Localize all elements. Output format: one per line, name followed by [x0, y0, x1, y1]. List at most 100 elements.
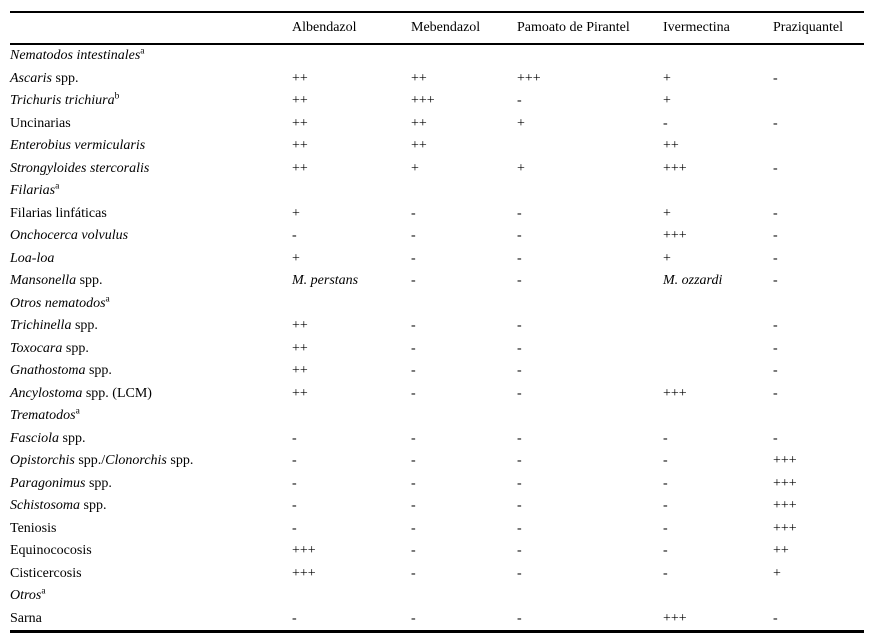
- row-label-part: spp.: [62, 340, 89, 356]
- cell-value: -: [773, 250, 778, 266]
- cell-value: -: [292, 498, 297, 514]
- row-label-part-italic: Ancylostoma: [10, 385, 83, 401]
- table-header: Albendazol Mebendazol Pamoato de Pirantel I…: [10, 12, 864, 44]
- cell-value: -: [773, 610, 778, 626]
- cell-value: +: [292, 205, 300, 221]
- cell-value: +++: [663, 610, 687, 626]
- row-label-part: spp. (LCM): [82, 385, 152, 401]
- table-row: Filarias linfáticas + - - + -: [10, 203, 864, 226]
- table-row: Strongyloides stercoralis ++ + + +++ -: [10, 158, 864, 181]
- row-label: Opistorchis spp./Clonorchis spp.: [10, 450, 292, 473]
- section-label: Filariasa: [10, 181, 60, 199]
- row-label-part: spp.: [71, 318, 98, 334]
- row-label-part: Teniosis: [10, 520, 57, 536]
- row-label: Loa-loa: [10, 248, 292, 271]
- cell-value: -: [517, 93, 522, 109]
- cell-value: ++: [411, 115, 427, 131]
- cell-value: ++: [773, 543, 789, 559]
- row-label: Gnathostoma spp.: [10, 360, 292, 383]
- cell-value: -: [517, 228, 522, 244]
- cell-value: +++: [663, 160, 687, 176]
- cell-value: ++: [292, 340, 308, 356]
- cell-value: -: [517, 520, 522, 536]
- cell-value: [517, 135, 663, 158]
- cell-value: [663, 360, 773, 383]
- footnote-marker: b: [114, 91, 120, 102]
- document-page: Albendazol Mebendazol Pamoato de Pirantel I…: [10, 11, 864, 633]
- footnote-marker: a: [105, 294, 110, 305]
- cell-value: -: [663, 430, 668, 446]
- table-row: Trichinella spp. ++ - - -: [10, 315, 864, 338]
- row-label-part: spp.: [166, 453, 194, 469]
- cell-value: -: [517, 205, 522, 221]
- row-label-part-italic: Schistosoma: [10, 498, 80, 514]
- cell-value: +: [517, 160, 525, 176]
- row-label: Sarna: [10, 608, 292, 632]
- column-header: Ivermectina: [663, 20, 730, 35]
- row-label-part-italic: Paragonimus: [10, 475, 86, 491]
- cell-value: +++: [773, 498, 797, 514]
- table-row: Ascaris spp. ++ ++ +++ + -: [10, 68, 864, 91]
- row-label-part: spp.: [76, 273, 103, 289]
- cell-value: ++: [292, 318, 308, 334]
- table-row: Onchocerca volvulus - - - +++ -: [10, 225, 864, 248]
- section-label: Otros nematodosa: [10, 294, 110, 311]
- cell-value: M. ozzardi: [663, 270, 773, 293]
- row-label: Toxocara spp.: [10, 338, 292, 361]
- row-label-part: Sarna: [10, 610, 42, 626]
- row-label-part-italic: Loa-loa: [10, 250, 55, 266]
- row-label-part: spp./: [74, 453, 106, 469]
- cell-value: -: [773, 430, 778, 446]
- cell-value: -: [663, 520, 668, 536]
- table-row: Fasciola spp. - - - - -: [10, 428, 864, 451]
- section-row: Otros nematodosa: [10, 293, 864, 316]
- cell-value: -: [773, 205, 778, 221]
- row-label: Mansonella spp.: [10, 270, 292, 293]
- row-label: Trichinella spp.: [10, 315, 292, 338]
- row-label-part-italic: Enterobius vermicularis: [10, 138, 146, 154]
- cell-value: ++: [292, 363, 308, 379]
- table-row: Schistosoma spp. - - - - +++: [10, 495, 864, 518]
- cell-value: -: [517, 543, 522, 559]
- cell-value: +: [773, 565, 781, 581]
- cell-value: -: [773, 363, 778, 379]
- cell-value: -: [411, 565, 416, 581]
- cell-value: -: [411, 520, 416, 536]
- section-label: Nematodos intestinalesa: [10, 46, 145, 64]
- cell-value: -: [292, 520, 297, 536]
- cell-value: -: [411, 228, 416, 244]
- cell-value: -: [517, 453, 522, 469]
- row-label-part: Uncinarias: [10, 115, 71, 131]
- row-label-part-italic: Onchocerca volvulus: [10, 228, 129, 244]
- row-label-part: Filarias linfáticas: [10, 205, 107, 221]
- section-label: Trematodosa: [10, 406, 80, 424]
- row-label: Uncinarias: [10, 113, 292, 136]
- table-row: Opistorchis spp./Clonorchis spp. - - - - +++: [10, 450, 864, 473]
- row-label: Equinococosis: [10, 540, 292, 563]
- row-label-part-italic: Ascaris: [10, 70, 52, 86]
- cell-value: -: [663, 543, 668, 559]
- cell-value: +: [663, 205, 671, 221]
- cell-value: [773, 135, 864, 158]
- cell-value: -: [411, 318, 416, 334]
- row-label: Enterobius vermicularis: [10, 135, 292, 158]
- footnote-marker: a: [75, 406, 80, 417]
- row-label-part-italic: Fasciola: [10, 430, 59, 446]
- row-label-part: spp.: [80, 498, 107, 514]
- cell-value: -: [517, 498, 522, 514]
- cell-value: ++: [292, 70, 308, 86]
- row-label: Cisticercosis: [10, 563, 292, 586]
- cell-value: -: [517, 385, 522, 401]
- table-row: Enterobius vermicularis ++ ++ ++: [10, 135, 864, 158]
- cell-value: ++: [292, 138, 308, 154]
- footnote-marker: a: [55, 181, 60, 192]
- cell-value: +++: [773, 475, 797, 491]
- table-row: Trichuris trichiurab ++ +++ - +: [10, 90, 864, 113]
- cell-value: ++: [292, 160, 308, 176]
- cell-value: -: [663, 498, 668, 514]
- cell-value: -: [773, 273, 778, 289]
- section-row: Nematodos intestinalesa: [10, 44, 864, 68]
- cell-value: -: [773, 228, 778, 244]
- table-row: Toxocara spp. ++ - - -: [10, 338, 864, 361]
- table-row: Teniosis - - - - +++: [10, 518, 864, 541]
